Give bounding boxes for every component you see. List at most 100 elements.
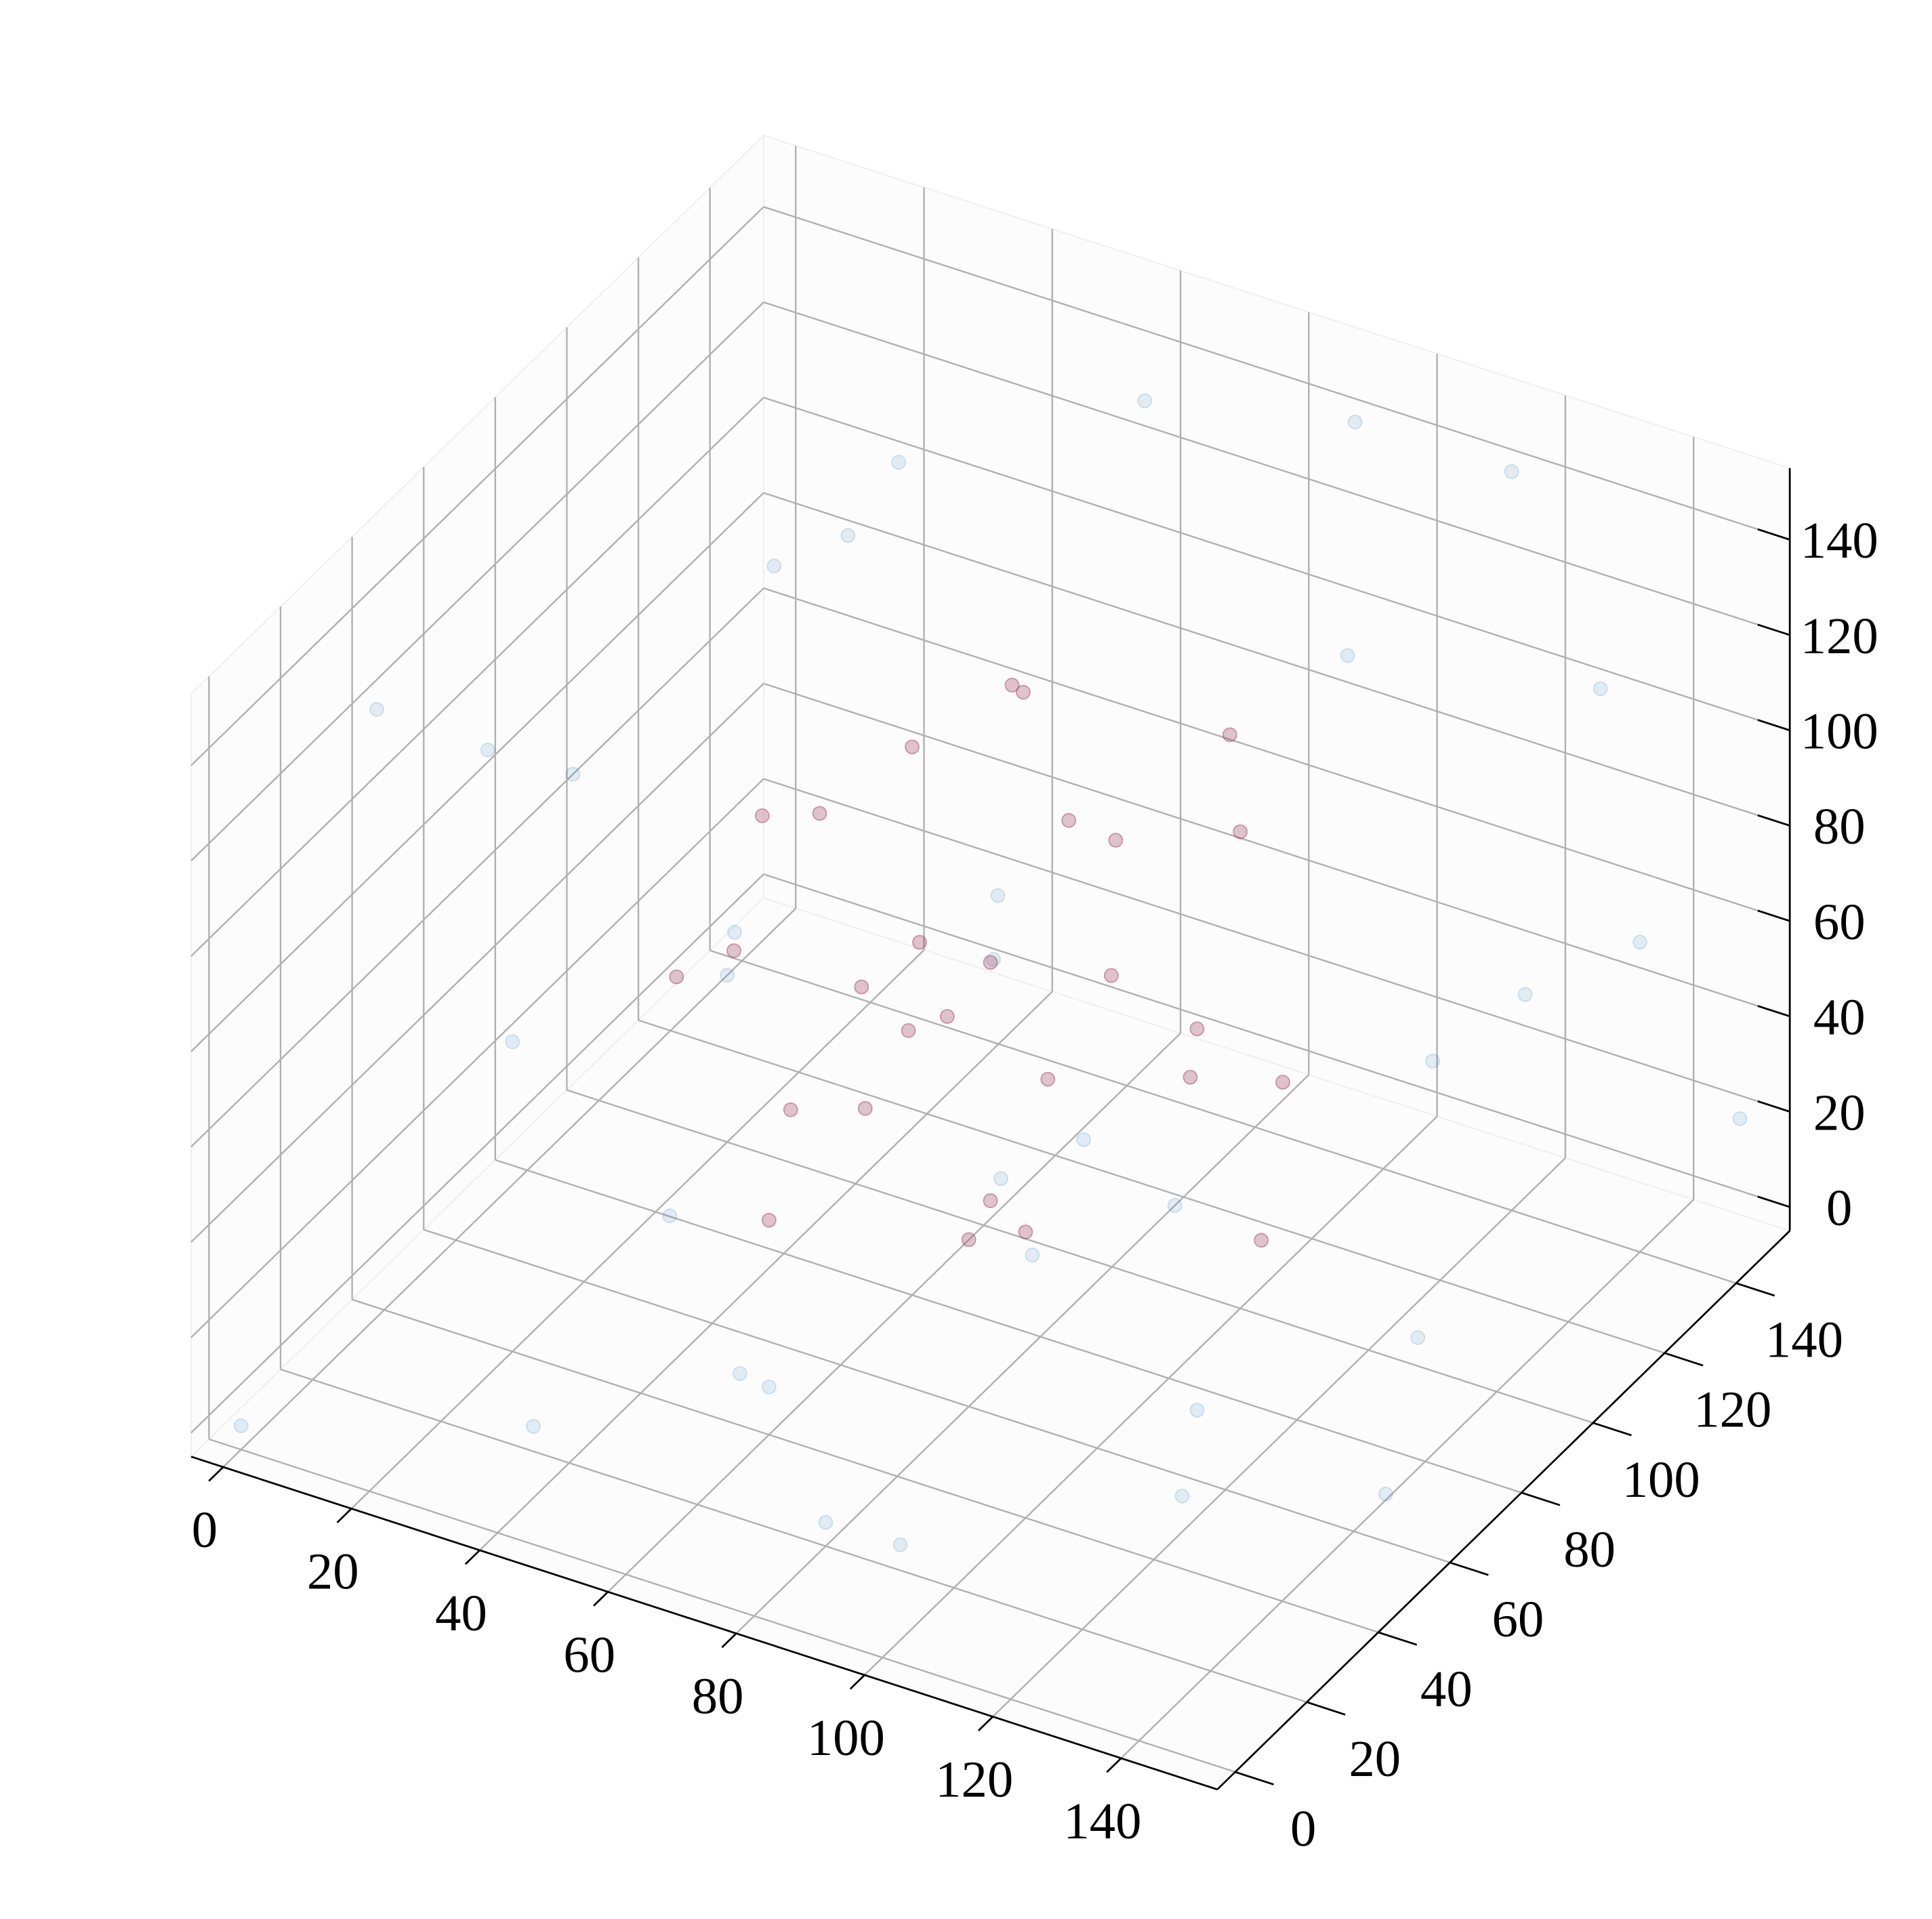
z-tick-label: 140 xyxy=(1801,512,1878,569)
point xyxy=(854,979,869,995)
point xyxy=(526,1419,541,1434)
x-tick-label: 20 xyxy=(307,1543,359,1601)
point xyxy=(1347,414,1363,430)
y-tick xyxy=(1306,1701,1346,1716)
point xyxy=(812,806,827,821)
grid-line xyxy=(350,949,925,1510)
point xyxy=(891,455,907,470)
grid-line xyxy=(863,1115,1438,1676)
point xyxy=(565,766,581,782)
point xyxy=(1425,1053,1441,1069)
points xyxy=(233,393,1748,1552)
point xyxy=(1025,1247,1040,1263)
y-tick-label: 120 xyxy=(1693,1381,1771,1439)
y-tick-label: 20 xyxy=(1349,1730,1401,1788)
y-axis-line xyxy=(1216,1230,1791,1790)
x-tick-label: 140 xyxy=(1063,1792,1141,1850)
point xyxy=(783,1102,798,1117)
point xyxy=(733,1366,747,1382)
point xyxy=(720,968,735,983)
y-tick xyxy=(1592,1422,1632,1437)
z-tick xyxy=(1757,623,1790,636)
y-tick xyxy=(1735,1282,1775,1297)
point xyxy=(1732,1111,1748,1126)
y-tick xyxy=(1664,1352,1704,1367)
grid-line xyxy=(190,396,764,957)
point xyxy=(761,1212,777,1228)
grid-line xyxy=(763,587,1790,922)
y-tick-label: 140 xyxy=(1765,1311,1843,1369)
point xyxy=(1222,727,1237,743)
point xyxy=(1108,832,1124,848)
point xyxy=(1183,1069,1198,1085)
grid-line xyxy=(763,206,1790,541)
point xyxy=(857,1100,873,1116)
x-tick-label: 40 xyxy=(435,1584,487,1642)
x-axis-line xyxy=(190,1456,1218,1791)
grid-line xyxy=(763,396,1790,731)
point xyxy=(901,1023,916,1038)
point xyxy=(1632,934,1647,950)
x-tick xyxy=(1106,1757,1122,1773)
grid-line xyxy=(607,1032,1181,1593)
point xyxy=(233,1418,249,1434)
point xyxy=(1233,824,1248,840)
grid-line xyxy=(190,206,764,766)
x-tick-label: 0 xyxy=(192,1501,218,1559)
z-tick-label: 60 xyxy=(1813,893,1866,951)
grid-line xyxy=(763,301,1790,636)
point xyxy=(1378,1486,1393,1502)
grid xyxy=(190,146,1790,1773)
point xyxy=(1254,1233,1269,1248)
grid-line xyxy=(190,778,764,1338)
y-tick xyxy=(1378,1631,1418,1646)
grid-line xyxy=(763,873,1790,1208)
point xyxy=(1189,1021,1205,1037)
grid-line xyxy=(638,1019,1665,1354)
z-tick-label: 20 xyxy=(1813,1084,1866,1141)
point xyxy=(983,1193,998,1208)
point xyxy=(1504,463,1519,479)
y-tick-label: 0 xyxy=(1290,1800,1316,1857)
y-tick-label: 40 xyxy=(1420,1660,1473,1718)
z-tick xyxy=(1757,1005,1790,1018)
x-tick-label: 60 xyxy=(563,1626,615,1683)
point xyxy=(1174,1488,1190,1504)
grid-line xyxy=(479,991,1053,1551)
z-tick xyxy=(1757,528,1790,541)
grid-line xyxy=(190,587,764,1148)
grid-line xyxy=(190,873,764,1434)
y-tick xyxy=(1235,1771,1274,1786)
point xyxy=(1103,968,1119,983)
point xyxy=(505,1034,520,1050)
point xyxy=(1189,1403,1205,1418)
z-tick xyxy=(1757,909,1790,922)
grid-line xyxy=(992,1157,1566,1718)
z-tick xyxy=(1757,1195,1790,1208)
grid-line xyxy=(763,492,1790,827)
z-tick-label: 40 xyxy=(1813,989,1866,1046)
point xyxy=(986,951,1002,967)
point xyxy=(1340,648,1355,663)
point xyxy=(1275,1075,1290,1090)
point xyxy=(480,742,495,758)
x-tick-label: 100 xyxy=(807,1709,885,1767)
grid-line xyxy=(190,302,764,862)
grid-line xyxy=(1120,1199,1695,1759)
point xyxy=(1410,1330,1426,1345)
grid-line xyxy=(735,1074,1310,1634)
y-tick-label: 100 xyxy=(1622,1451,1700,1508)
point xyxy=(1137,393,1153,409)
grid-line xyxy=(280,1368,1307,1704)
point xyxy=(726,943,741,958)
grid-line xyxy=(190,682,764,1243)
grid-line xyxy=(209,1438,1236,1773)
point xyxy=(669,969,684,985)
grid-line xyxy=(352,1298,1379,1634)
point xyxy=(761,1380,777,1395)
grid-line xyxy=(423,1229,1450,1564)
point xyxy=(818,1514,834,1530)
z-tick xyxy=(1757,1100,1790,1113)
grid-line xyxy=(567,1089,1594,1424)
